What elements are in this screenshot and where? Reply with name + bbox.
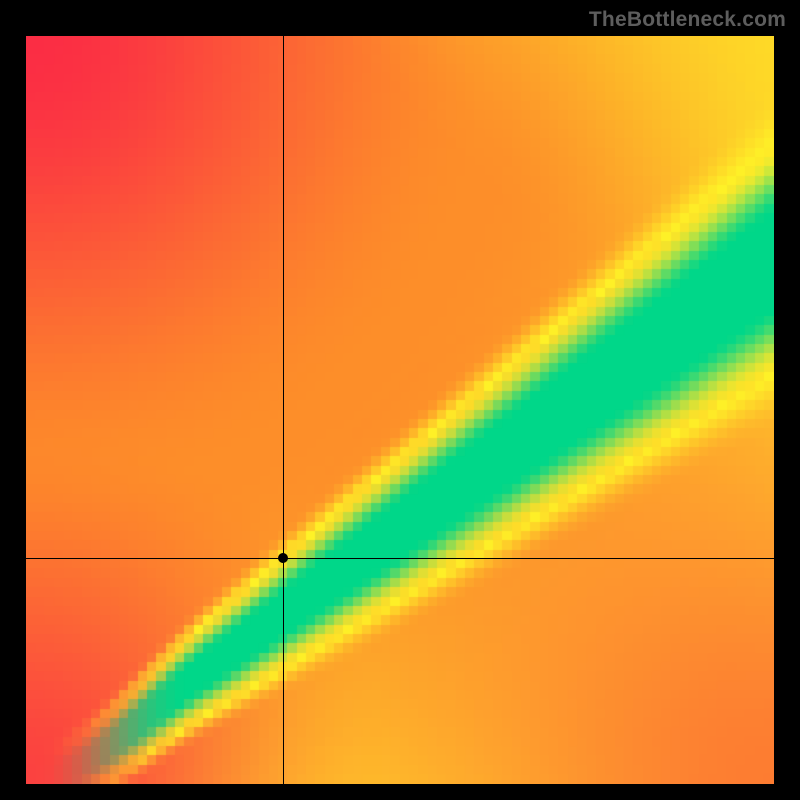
crosshair-vertical: [283, 36, 284, 784]
watermark-text: TheBottleneck.com: [589, 8, 786, 32]
chart-container: TheBottleneck.com: [0, 0, 800, 800]
crosshair-horizontal: [26, 558, 774, 559]
plot-area: [26, 36, 774, 784]
crosshair-marker: [278, 553, 288, 563]
heatmap-canvas: [26, 36, 774, 784]
